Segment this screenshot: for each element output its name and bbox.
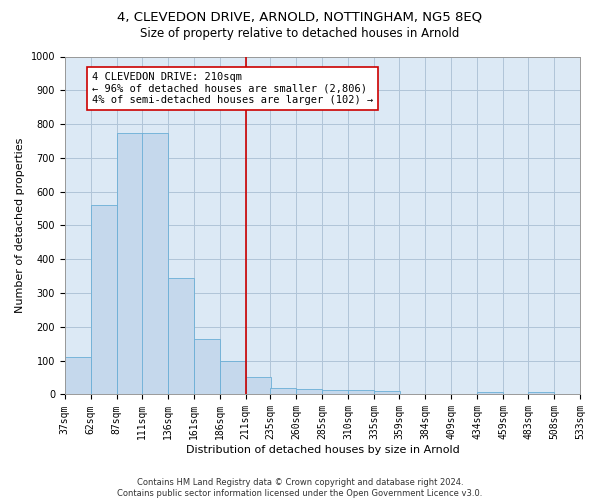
Bar xyxy=(65,356,91,395)
Bar xyxy=(117,132,143,394)
Bar xyxy=(374,391,400,394)
Text: Size of property relative to detached houses in Arnold: Size of property relative to detached ho… xyxy=(140,28,460,40)
X-axis label: Distribution of detached houses by size in Arnold: Distribution of detached houses by size … xyxy=(185,445,459,455)
Bar xyxy=(477,392,503,394)
Text: Contains HM Land Registry data © Crown copyright and database right 2024.
Contai: Contains HM Land Registry data © Crown c… xyxy=(118,478,482,498)
Bar xyxy=(142,132,167,394)
Bar xyxy=(528,392,554,394)
Text: 4 CLEVEDON DRIVE: 210sqm
← 96% of detached houses are smaller (2,806)
4% of semi: 4 CLEVEDON DRIVE: 210sqm ← 96% of detach… xyxy=(92,72,373,105)
Bar xyxy=(220,362,245,394)
Bar xyxy=(167,278,194,394)
Bar xyxy=(245,376,271,394)
Bar xyxy=(296,390,322,394)
Bar xyxy=(271,388,296,394)
Bar xyxy=(349,390,374,394)
Bar xyxy=(322,390,349,394)
Text: 4, CLEVEDON DRIVE, ARNOLD, NOTTINGHAM, NG5 8EQ: 4, CLEVEDON DRIVE, ARNOLD, NOTTINGHAM, N… xyxy=(118,10,482,23)
Bar xyxy=(194,338,220,394)
Y-axis label: Number of detached properties: Number of detached properties xyxy=(15,138,25,313)
Bar xyxy=(91,205,117,394)
